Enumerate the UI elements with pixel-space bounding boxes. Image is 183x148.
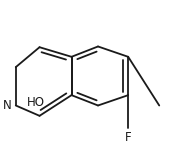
Text: N: N: [2, 99, 11, 112]
Text: F: F: [125, 131, 131, 144]
Text: HO: HO: [27, 96, 45, 109]
